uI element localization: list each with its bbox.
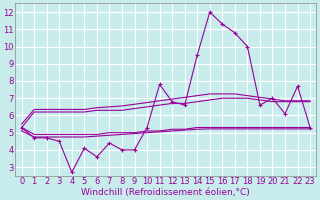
X-axis label: Windchill (Refroidissement éolien,°C): Windchill (Refroidissement éolien,°C) <box>82 188 250 197</box>
